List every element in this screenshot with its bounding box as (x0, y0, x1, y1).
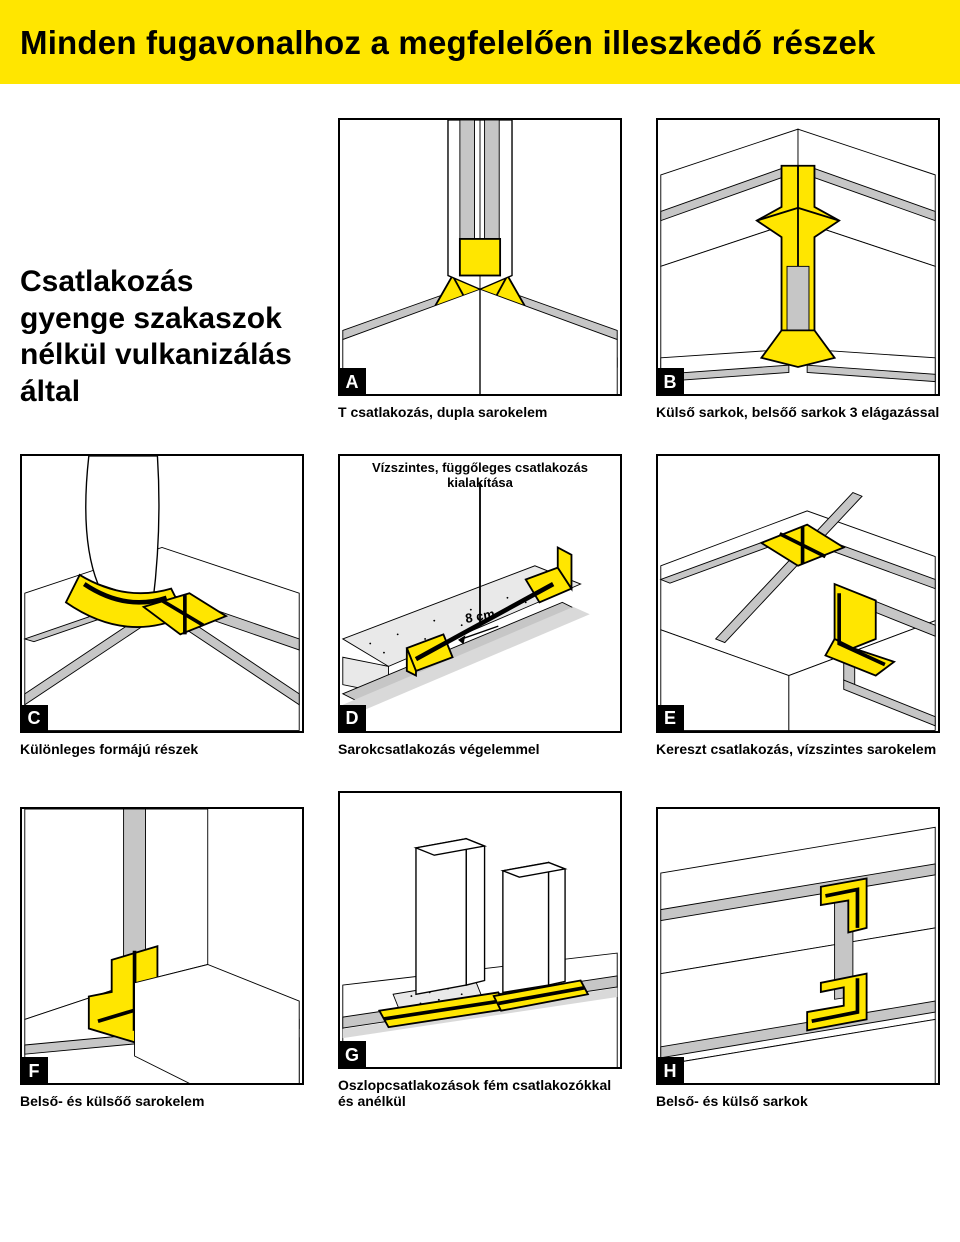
panel-a: A T csatlakozás, dupla sarokelem (338, 118, 622, 420)
panel-h-diagram (658, 809, 938, 1083)
panel-c-caption: Különleges formájú részek (20, 741, 304, 757)
panel-f-caption: Belső- és külsőő sarokelem (20, 1093, 304, 1109)
panel-h-frame: H (656, 807, 940, 1085)
panel-c-diagram (22, 456, 302, 730)
subheading: Csatlakozás gyenge szakaszok nélkül vulk… (20, 264, 292, 410)
panel-c-letter: C (20, 705, 48, 733)
row-2: C Különleges formájú részek Vízszintes, … (20, 454, 940, 756)
panel-g-frame: G (338, 791, 622, 1069)
panel-f: F Belső- és külsőő sarokelem (20, 807, 304, 1109)
panel-h-letter: H (656, 1057, 684, 1085)
page: Minden fugavonalhoz a megfelelően illesz… (0, 0, 960, 1129)
subheading-cell: Csatlakozás gyenge szakaszok nélkül vulk… (20, 230, 304, 420)
panel-d: Vízszintes, függőleges csatlakozás kiala… (338, 454, 622, 756)
panel-e-letter: E (656, 705, 684, 733)
panel-b: B Külső sarkok, belsőő sarkok 3 elágazás… (656, 118, 940, 420)
panel-f-frame: F (20, 807, 304, 1085)
panel-g: G Oszlopcsatlakozások fém csatlakozókkal… (338, 791, 622, 1109)
panel-d-heading: Vízszintes, függőleges csatlakozás kiala… (346, 460, 614, 490)
panel-c-frame: C (20, 454, 304, 732)
content-area: Csatlakozás gyenge szakaszok nélkül vulk… (0, 118, 960, 1129)
panel-c: C Különleges formájú részek (20, 454, 304, 756)
panel-e: E Kereszt csatlakozás, vízszintes saroke… (656, 454, 940, 756)
panel-a-caption: T csatlakozás, dupla sarokelem (338, 404, 622, 420)
panel-d-frame: Vízszintes, függőleges csatlakozás kiala… (338, 454, 622, 732)
row-3: F Belső- és külsőő sarokelem (20, 791, 940, 1109)
row-1: Csatlakozás gyenge szakaszok nélkül vulk… (20, 118, 940, 420)
panel-g-letter: G (338, 1041, 366, 1069)
page-title: Minden fugavonalhoz a megfelelően illesz… (20, 24, 940, 62)
panel-b-frame: B (656, 118, 940, 396)
panel-a-diagram (340, 120, 620, 394)
panel-a-frame: A (338, 118, 622, 396)
panel-e-diagram (658, 456, 938, 730)
panel-h-caption: Belső- és külső sarkok (656, 1093, 940, 1109)
panel-h: H Belső- és külső sarkok (656, 807, 940, 1109)
panel-e-frame: E (656, 454, 940, 732)
panel-f-letter: F (20, 1057, 48, 1085)
panel-d-diagram (340, 456, 620, 730)
panel-g-caption: Oszlopcsatlakozások fém csatlakozókkal é… (338, 1077, 622, 1109)
panel-d-caption: Sarokcsatlakozás végelemmel (338, 741, 622, 757)
panel-b-letter: B (656, 368, 684, 396)
panel-f-diagram (22, 809, 302, 1083)
panel-b-diagram (658, 120, 938, 394)
panel-a-letter: A (338, 368, 366, 396)
title-banner: Minden fugavonalhoz a megfelelően illesz… (0, 0, 960, 84)
panel-b-caption: Külső sarkok, belsőő sarkok 3 elágazássa… (656, 404, 940, 420)
panel-g-diagram (340, 793, 620, 1067)
panel-e-caption: Kereszt csatlakozás, vízszintes sarokele… (656, 741, 940, 757)
panel-d-letter: D (338, 705, 366, 733)
